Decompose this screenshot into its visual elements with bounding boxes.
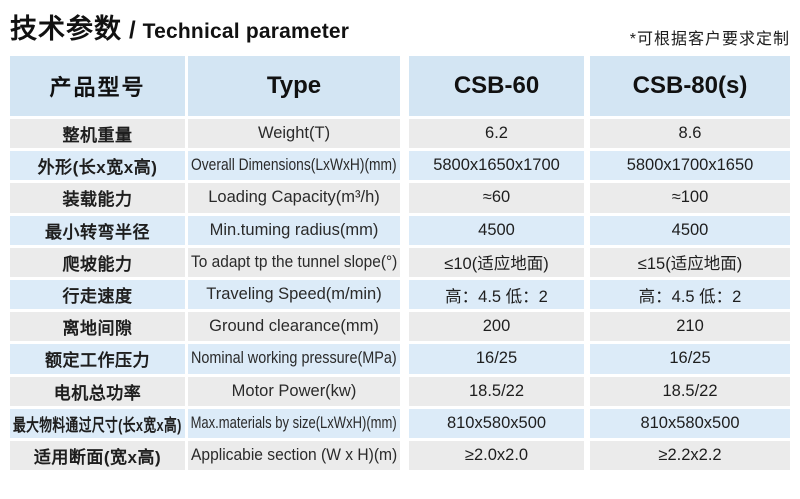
table-row: 适用断面(宽x高) Applicabie section (W x H)(m) …	[10, 440, 790, 471]
param-label-en: Nominal working pressure(MPa)	[188, 344, 400, 374]
header-type-label: Type	[266, 72, 322, 99]
header-model-csb80-label: CSB-80(s)	[632, 72, 748, 99]
param-label-cn: 外形(长x宽x高)	[10, 151, 185, 181]
param-value-csb80: 810x580x500	[590, 408, 790, 438]
param-label-cn: 最小转弯半径	[10, 215, 185, 245]
param-value-csb60: 16/25	[409, 344, 584, 374]
param-value-csb60: ≈60	[409, 183, 584, 213]
title-bar: 技术参数 / Technical parameter *可根据客户要求定制	[10, 0, 790, 48]
param-label-cn: 最大物料通过尺寸(长x宽x高)	[10, 408, 185, 438]
header-model-csb60-label: CSB-60	[453, 72, 540, 99]
param-label-en: Max.materials by size(LxWxH)(mm)	[188, 408, 400, 438]
param-value-csb80: 5800x1700x1650	[590, 151, 790, 181]
page-title-cn: 技术参数	[10, 14, 122, 44]
param-value-csb80: 高：4.5 低：2	[590, 279, 790, 310]
param-value-csb60: 5800x1650x1700	[409, 151, 584, 181]
param-value-csb60: 810x580x500	[409, 408, 584, 438]
param-label-en: Motor Power(kw)	[188, 376, 400, 406]
table-row: 额定工作压力 Nominal working pressure(MPa) 16/…	[10, 344, 790, 374]
param-value-csb60: ≤10(适应地面)	[409, 247, 584, 277]
table-row: 最小转弯半径 Min.tuming radius(mm) 4500 4500	[10, 215, 790, 245]
header-product-model: 产品型号	[10, 56, 185, 116]
param-value-csb60: ≥2.0x2.0	[409, 440, 584, 471]
param-value-csb60: 200	[409, 312, 584, 342]
customization-note: *可根据客户要求定制	[629, 31, 790, 48]
param-label-cn: 离地间隙	[10, 312, 185, 342]
param-value-csb60: 高：4.5 低：2	[409, 279, 584, 310]
param-label-en: Loading Capacity(m³/h)	[188, 183, 400, 213]
header-type: Type	[188, 56, 400, 116]
table-row: 整机重量 Weight(T) 6.2 8.6	[10, 119, 790, 149]
param-label-en: Ground clearance(mm)	[188, 312, 400, 342]
param-label-cn: 整机重量	[10, 119, 185, 149]
param-label-cn: 电机总功率	[10, 376, 185, 406]
table-row: 电机总功率 Motor Power(kw) 18.5/22 18.5/22	[10, 376, 790, 406]
param-value-csb80: ≤15(适应地面)	[590, 247, 790, 277]
param-value-csb80: ≈100	[590, 183, 790, 213]
param-label-en: Min.tuming radius(mm)	[188, 215, 400, 245]
page-title: 技术参数 / Technical parameter	[10, 14, 350, 45]
param-label-cn: 适用断面(宽x高)	[10, 440, 185, 471]
table-row: 离地间隙 Ground clearance(mm) 200 210	[10, 312, 790, 342]
param-label-cn: 爬坡能力	[10, 247, 185, 277]
param-label-cn: 行走速度	[10, 279, 185, 310]
param-value-csb80: ≥2.2x2.2	[590, 440, 790, 471]
param-label-en: To adapt tp the tunnel slope(°)	[188, 247, 400, 277]
header-model-csb80: CSB-80(s)	[590, 56, 790, 116]
param-value-csb60: 6.2	[409, 119, 584, 149]
header-model-csb60: CSB-60	[409, 56, 584, 116]
param-label-en: Weight(T)	[188, 119, 400, 149]
table-row: 装载能力 Loading Capacity(m³/h) ≈60 ≈100	[10, 183, 790, 213]
param-value-csb80: 16/25	[590, 344, 790, 374]
page-title-separator: /	[129, 17, 136, 44]
table-row: 爬坡能力 To adapt tp the tunnel slope(°) ≤10…	[10, 247, 790, 277]
param-value-csb80: 4500	[590, 215, 790, 245]
page-title-en: Technical parameter	[142, 20, 350, 43]
param-value-csb80: 18.5/22	[590, 376, 790, 406]
table-row: 最大物料通过尺寸(长x宽x高) Max.materials by size(Lx…	[10, 408, 790, 438]
table-body: 整机重量 Weight(T) 6.2 8.6 外形(长x宽x高) Overall…	[10, 119, 790, 471]
parameter-table: 产品型号 Type CSB-60 CSB-80(s) 整机重量 Weight(T…	[10, 56, 790, 471]
param-value-csb80: 8.6	[590, 119, 790, 149]
param-value-csb60: 18.5/22	[409, 376, 584, 406]
param-label-en: Traveling Speed(m/min)	[188, 279, 400, 310]
param-value-csb60: 4500	[409, 215, 584, 245]
param-label-en: Applicabie section (W x H)(m)	[188, 440, 400, 471]
table-row: 行走速度 Traveling Speed(m/min) 高：4.5 低：2 高：…	[10, 279, 790, 310]
param-value-csb80: 210	[590, 312, 790, 342]
header-product-model-label: 产品型号	[49, 75, 146, 100]
param-label-cn: 额定工作压力	[10, 344, 185, 374]
table-row: 外形(长x宽x高) Overall Dimensions(LxWxH)(mm) …	[10, 151, 790, 181]
param-label-en: Overall Dimensions(LxWxH)(mm)	[188, 151, 400, 181]
table-header-row: 产品型号 Type CSB-60 CSB-80(s)	[10, 56, 790, 116]
param-label-cn: 装载能力	[10, 183, 185, 213]
